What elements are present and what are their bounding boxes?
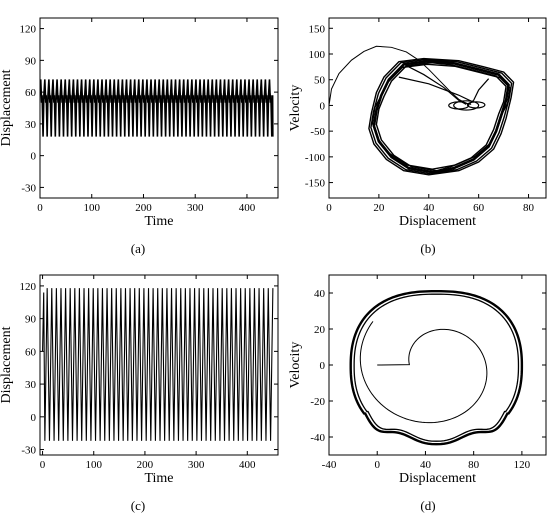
panel-b: (b) 0 20 40 60 80 -150 -100 -50 0 50 100 150 Displac… bbox=[288, 17, 547, 256]
panel-c: (c) 0 100 200 300 400 -30 0 30 60 90 120 Time Displa… bbox=[0, 274, 279, 513]
x-axis-label: Displacement bbox=[399, 214, 476, 229]
y-tick-label: 120 bbox=[20, 24, 37, 36]
x-tick-label: 0 bbox=[37, 202, 43, 214]
plot-area bbox=[40, 79, 274, 137]
plot-frame bbox=[328, 17, 547, 199]
y-axis-label: Velocity bbox=[288, 85, 303, 132]
y-tick-label: -20 bbox=[310, 396, 325, 408]
caption-c-text: (c) bbox=[131, 498, 145, 513]
y-axis-label: Velocity bbox=[288, 342, 303, 389]
series-inner-band-a bbox=[40, 93, 272, 105]
x-tick-label: 20 bbox=[373, 202, 385, 214]
caption-d-text: (d) bbox=[420, 498, 435, 513]
x-tick-label: -40 bbox=[322, 459, 337, 471]
x-tick-label: 120 bbox=[514, 459, 531, 471]
x-tick-label: 0 bbox=[326, 202, 332, 214]
series-limit-cycle-d bbox=[353, 293, 520, 442]
y-tick-label: 20 bbox=[314, 324, 326, 336]
y-tick-label: 0 bbox=[320, 360, 326, 372]
series-attractor-b bbox=[370, 58, 513, 175]
y-tick-label: 40 bbox=[314, 288, 326, 300]
plot-frame bbox=[39, 274, 279, 456]
x-axis-label: Time bbox=[144, 471, 173, 486]
y-tick-label: 30 bbox=[25, 379, 37, 391]
series-attractor-b bbox=[368, 57, 515, 176]
series-strand-b bbox=[468, 78, 490, 105]
y-tick-label: 120 bbox=[20, 281, 37, 293]
series-transient-b bbox=[329, 45, 472, 106]
series-small-loop-b bbox=[466, 101, 486, 109]
caption-d: (d) bbox=[420, 498, 435, 513]
y-tick-label: -30 bbox=[21, 182, 36, 194]
plot-area bbox=[349, 289, 524, 446]
x-tick-label: 0 bbox=[374, 459, 380, 471]
plot-area bbox=[329, 45, 515, 176]
series-attractor-b bbox=[372, 59, 510, 174]
x-tick-label: 400 bbox=[239, 202, 256, 214]
series-small-loop-b bbox=[453, 100, 480, 111]
y-tick-label: -50 bbox=[310, 126, 325, 138]
x-tick-label: 40 bbox=[423, 202, 435, 214]
caption-a: (a) bbox=[131, 241, 145, 256]
y-tick-label: -30 bbox=[21, 445, 36, 457]
y-tick-label: 60 bbox=[25, 346, 37, 358]
panel-a: (a) 0 100 200 300 400-300306090120TimeDispla… bbox=[0, 17, 279, 256]
plot-area bbox=[42, 288, 274, 441]
series-small-loop-b bbox=[448, 101, 470, 110]
y-tick-label: 150 bbox=[309, 23, 326, 35]
series-transient-d bbox=[359, 321, 488, 424]
caption-b-text: (b) bbox=[420, 241, 435, 256]
y-tick-label: 90 bbox=[25, 55, 37, 67]
series-attractor-b bbox=[371, 63, 511, 170]
x-tick-label: 80 bbox=[523, 202, 535, 214]
caption-a-text: (a) bbox=[131, 241, 145, 256]
x-tick-label: 80 bbox=[468, 459, 480, 471]
y-tick-label: 100 bbox=[309, 49, 326, 61]
series-displacement-c bbox=[42, 288, 274, 441]
plot-frame bbox=[39, 17, 279, 199]
series-displacement-a bbox=[40, 79, 274, 137]
x-tick-label: 60 bbox=[473, 202, 485, 214]
x-tick-label: 100 bbox=[83, 202, 100, 214]
y-axis-label: Displacement bbox=[0, 69, 14, 146]
caption-b: (b) bbox=[420, 241, 435, 256]
x-tick-label: 100 bbox=[85, 459, 102, 471]
y-tick-label: 60 bbox=[25, 87, 37, 99]
y-tick-label: 0 bbox=[31, 412, 37, 424]
x-tick-label: 300 bbox=[188, 459, 205, 471]
series-strand-b bbox=[403, 63, 467, 105]
x-tick-label: 0 bbox=[40, 459, 46, 471]
caption-c: (c) bbox=[131, 498, 145, 513]
y-axis-label: Displacement bbox=[0, 326, 14, 403]
y-tick-label: -150 bbox=[305, 178, 326, 190]
x-tick-label: 40 bbox=[420, 459, 432, 471]
panel-d: (d) -40 0 40 80 120-40-2002040DisplacementVe… bbox=[288, 274, 547, 513]
series-strand-b bbox=[398, 76, 474, 103]
x-tick-label: 400 bbox=[239, 459, 256, 471]
x-tick-label: 200 bbox=[137, 459, 154, 471]
y-tick-label: 30 bbox=[25, 119, 37, 131]
x-tick-label: 200 bbox=[135, 202, 152, 214]
y-tick-label: -40 bbox=[310, 432, 325, 444]
x-tick-label: 300 bbox=[187, 202, 204, 214]
series-limit-cycle-d bbox=[349, 289, 524, 446]
x-axis-label: Displacement bbox=[399, 471, 476, 486]
plot-frame bbox=[328, 274, 547, 456]
y-tick-label: 0 bbox=[31, 151, 37, 163]
y-tick-label: 0 bbox=[320, 100, 326, 112]
y-tick-label: -100 bbox=[305, 152, 326, 164]
y-tick-label: 50 bbox=[314, 75, 326, 87]
x-axis-label: Time bbox=[144, 214, 173, 229]
y-tick-label: 90 bbox=[25, 314, 37, 326]
